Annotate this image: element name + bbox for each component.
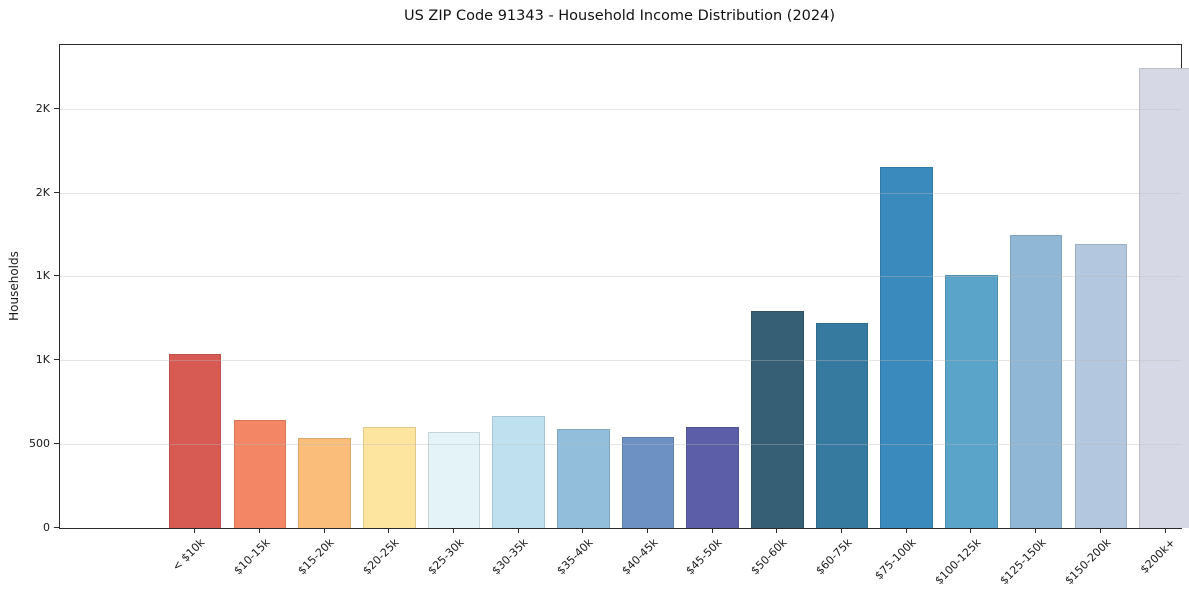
x-tick-mark bbox=[841, 528, 843, 533]
x-tick-label: $40-45k bbox=[618, 536, 661, 578]
gridline bbox=[60, 192, 1181, 194]
x-tick-mark bbox=[258, 528, 260, 533]
bar-$20-25k bbox=[362, 427, 416, 528]
y-tick-label: 2K bbox=[35, 185, 50, 199]
x-tick-label: $75-100k bbox=[872, 536, 919, 583]
x-tick-mark bbox=[711, 528, 713, 533]
x-tick-label: $60-75k bbox=[813, 536, 855, 578]
bar-$60-75k bbox=[815, 323, 869, 528]
x-tick-mark bbox=[970, 528, 972, 533]
bar-$10-15k bbox=[233, 419, 287, 528]
y-tick-mark bbox=[54, 275, 59, 277]
y-tick-mark bbox=[54, 107, 59, 109]
y-tick-mark bbox=[54, 191, 59, 193]
bar-$50-60k bbox=[751, 310, 804, 528]
y-axis-label: Households bbox=[7, 251, 21, 321]
bar-$150-200k bbox=[1074, 243, 1128, 528]
x-tick-mark bbox=[323, 528, 325, 533]
x-tick-label: $125-150k bbox=[997, 536, 1049, 588]
x-tick-mark bbox=[1164, 528, 1166, 533]
gridline bbox=[60, 360, 1181, 362]
x-tick-mark bbox=[582, 528, 584, 533]
x-tick-mark bbox=[1099, 528, 1101, 533]
plot-area bbox=[59, 44, 1189, 529]
x-tick-mark bbox=[452, 528, 454, 533]
x-tick-label: $35-40k bbox=[554, 536, 596, 578]
x-tick-label: < $10k bbox=[169, 536, 208, 574]
x-tick-label: $50-60k bbox=[748, 536, 790, 578]
x-tick-label: $150-200k bbox=[1061, 536, 1114, 588]
gridline bbox=[60, 276, 1181, 278]
y-tick-mark bbox=[54, 359, 59, 361]
bar-$15-20k bbox=[298, 438, 351, 528]
x-tick-label: $200k+ bbox=[1137, 536, 1178, 577]
x-tick-label: $10-15k bbox=[230, 536, 273, 578]
bar-< $10k bbox=[168, 353, 222, 528]
y-tick-mark bbox=[54, 527, 59, 528]
y-tick-label: 1K bbox=[35, 269, 50, 283]
gridline bbox=[60, 108, 1181, 110]
bar-$40-45k bbox=[621, 436, 675, 528]
x-tick-mark bbox=[194, 528, 196, 533]
x-tick-mark bbox=[647, 528, 649, 533]
x-tick-mark bbox=[905, 528, 907, 533]
y-tick-mark bbox=[54, 443, 59, 445]
bar-$100-125k bbox=[945, 274, 998, 528]
x-tick-label: $45-50k bbox=[683, 536, 725, 578]
bar-$45-50k bbox=[686, 426, 739, 528]
y-tick-label: 0 bbox=[43, 521, 50, 534]
x-tick-mark bbox=[388, 528, 390, 533]
gridline bbox=[60, 444, 1181, 446]
x-tick-label: $20-25k bbox=[360, 536, 402, 578]
bar-$35-40k bbox=[557, 429, 610, 528]
y-tick-label: 500 bbox=[29, 437, 50, 451]
y-tick-label: 2K bbox=[35, 101, 50, 115]
x-tick-label: $30-35k bbox=[489, 536, 531, 578]
bar-$200k+ bbox=[1139, 68, 1189, 528]
bar-$125-150k bbox=[1009, 235, 1063, 528]
chart-title: US ZIP Code 91343 - Household Income Dis… bbox=[403, 8, 836, 24]
x-tick-label: $15-20k bbox=[295, 536, 337, 578]
bar-$25-30k bbox=[427, 432, 481, 528]
x-tick-mark bbox=[517, 528, 519, 533]
bar-$30-35k bbox=[492, 416, 545, 528]
y-tick-label: 1K bbox=[35, 353, 50, 367]
x-tick-label: $25-30k bbox=[424, 536, 467, 578]
x-tick-mark bbox=[1035, 528, 1037, 533]
bar-$75-100k bbox=[880, 166, 934, 528]
x-tick-label: $100-125k bbox=[932, 536, 984, 588]
x-tick-mark bbox=[776, 528, 778, 533]
